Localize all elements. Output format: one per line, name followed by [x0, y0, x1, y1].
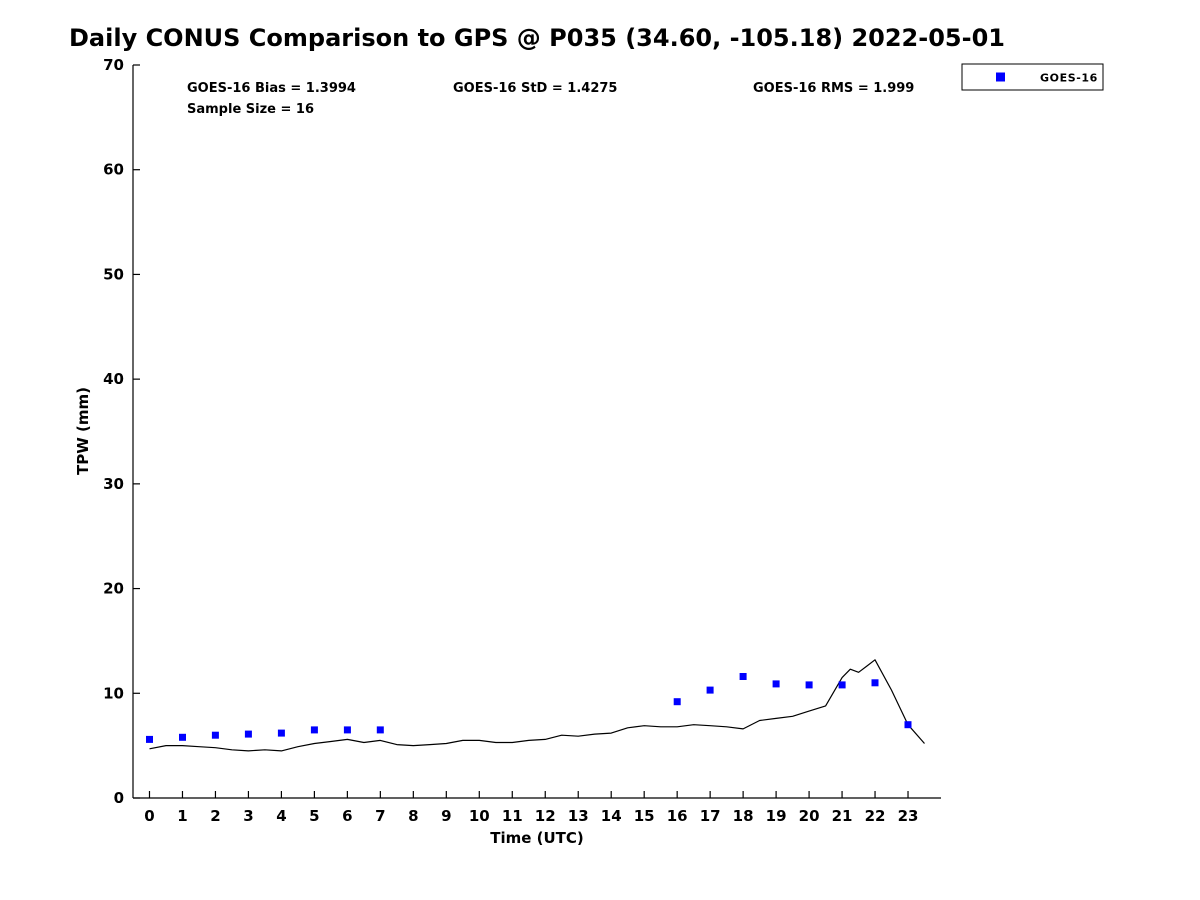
legend-label-goes16: GOES-16 [1040, 72, 1098, 85]
x-tick-label: 6 [342, 807, 352, 825]
y-tick-label: 70 [103, 56, 124, 74]
x-tick-label: 20 [799, 807, 820, 825]
x-tick-label: 17 [700, 807, 721, 825]
goes16-marker [277, 729, 285, 737]
x-tick-label: 10 [469, 807, 490, 825]
annotation-sample-size: Sample Size = 16 [187, 102, 314, 117]
legend: GOES-16 [961, 63, 1104, 91]
x-tick-label: 8 [408, 807, 418, 825]
x-tick-label: 18 [733, 807, 754, 825]
goes16-marker [904, 721, 912, 729]
x-tick-label: 11 [502, 807, 523, 825]
chart-title: Daily CONUS Comparison to GPS @ P035 (34… [69, 24, 1005, 52]
x-tick-label: 23 [898, 807, 919, 825]
annotation-rms: GOES-16 RMS = 1.999 [753, 81, 914, 96]
y-tick-label: 60 [103, 161, 124, 179]
y-tick-label: 30 [103, 475, 124, 493]
x-axis-label: Time (UTC) [490, 829, 584, 847]
y-tick-label: 20 [103, 580, 124, 598]
x-tick-label: 12 [535, 807, 556, 825]
x-tick-label: 4 [276, 807, 286, 825]
x-tick-label: 22 [865, 807, 886, 825]
x-tick-label: 19 [766, 807, 787, 825]
goes16-marker [244, 730, 252, 738]
goes16-marker [211, 731, 219, 739]
goes16-marker [772, 680, 780, 688]
x-tick-label: 15 [634, 807, 655, 825]
goes16-marker [871, 679, 879, 687]
legend-box [961, 63, 1104, 91]
goes16-marker [179, 733, 186, 741]
x-tick-label: 21 [832, 807, 853, 825]
y-tick-label: 10 [103, 684, 124, 702]
goes16-marker [310, 726, 318, 734]
y-axis-label: TPW (mm) [74, 387, 92, 475]
y-tick-label: 50 [103, 265, 124, 283]
goes16-marker [376, 726, 384, 734]
x-tick-label: 7 [375, 807, 385, 825]
y-tick-label: 40 [103, 370, 124, 388]
x-tick-label: 0 [144, 807, 154, 825]
series-group [146, 659, 925, 752]
goes16-marker [706, 686, 714, 694]
goes16-marker [673, 698, 681, 706]
annotation-bias: GOES-16 Bias = 1.3994 [187, 81, 356, 96]
gps-line [149, 659, 925, 752]
annotation-std: GOES-16 StD = 1.4275 [453, 81, 617, 96]
legend-marker-goes16-icon [996, 72, 1005, 82]
x-tick-label: 1 [177, 807, 187, 825]
x-tick-label: 9 [441, 807, 451, 825]
y-tick-label: 0 [114, 789, 124, 807]
goes16-marker [838, 681, 846, 689]
x-tick-label: 5 [309, 807, 319, 825]
goes16-marker [146, 735, 153, 743]
goes16-marker [805, 681, 813, 689]
x-tick-label: 16 [667, 807, 688, 825]
x-tick-label: 2 [210, 807, 220, 825]
goes16-marker [343, 726, 351, 734]
x-tick-label: 3 [243, 807, 253, 825]
goes16-marker [739, 673, 747, 680]
x-tick-label: 13 [568, 807, 589, 825]
x-tick-label: 14 [601, 807, 622, 825]
